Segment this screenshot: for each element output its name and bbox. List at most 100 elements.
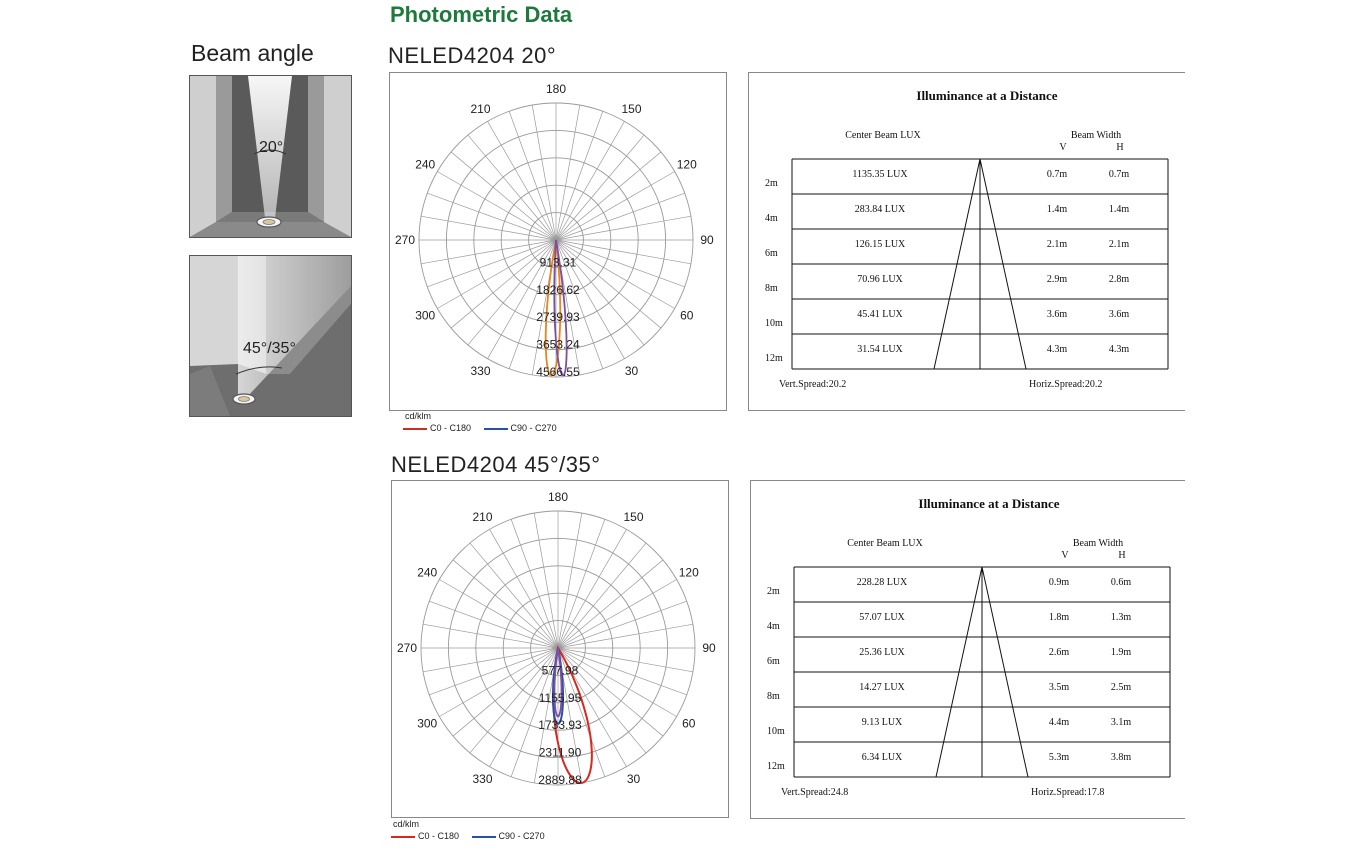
polar-angle-label: 150	[621, 102, 641, 116]
polar-ring-label: 1826.62	[536, 283, 580, 297]
polar-spoke	[555, 239, 691, 265]
polar-spoke	[555, 151, 662, 241]
polar-spoke	[467, 134, 557, 241]
polar-spoke	[557, 647, 664, 737]
table-cell-distance: 10m	[765, 318, 783, 329]
polar-chart-2: 180 150 120 90 60 30 330 300 270 240 210 577.98 1155…	[397, 490, 716, 787]
polar-spoke	[533, 513, 559, 649]
table-cell-h: 2.8m	[1109, 274, 1130, 285]
table-cell-v: 2.6m	[1049, 647, 1070, 658]
polar-angle-label: 180	[548, 490, 568, 504]
table-cell-v: 5.3m	[1049, 752, 1070, 763]
polar-spoke	[469, 647, 559, 754]
polar-spoke	[555, 239, 604, 369]
table-cell-lux: 14.27 LUX	[859, 682, 905, 693]
polar-spoke	[555, 134, 645, 241]
table-cell-lux: 25.36 LUX	[859, 647, 905, 658]
polar-curve-c90-c270	[551, 647, 565, 725]
polar-unit-label-2: cd/klm	[393, 819, 420, 829]
polar-spoke	[487, 239, 557, 359]
table-cell-h: 0.7m	[1109, 169, 1130, 180]
polar-spoke	[437, 171, 557, 241]
polar-angle-label: 210	[472, 510, 492, 524]
polar-spoke	[427, 239, 557, 288]
polar-spoke	[555, 192, 685, 241]
horiz-spread-label: Horiz.Spread:20.2	[1029, 379, 1102, 390]
polar-chart-1: 180 150 120 90 60 30 330 300 270 240 210 913.31 1826…	[390, 73, 714, 379]
polar-spoke	[450, 239, 557, 329]
polar-spoke	[555, 111, 604, 241]
table-cell-distance: 10m	[767, 726, 785, 737]
table-cell-v: 0.9m	[1049, 577, 1070, 588]
table-cell-distance: 6m	[767, 656, 780, 667]
polar-spoke	[421, 239, 557, 265]
table-cell-distance: 6m	[765, 248, 778, 259]
polar-spoke	[557, 579, 677, 649]
legend-label-c0: C0 - C180	[418, 831, 460, 841]
legend-2: C0 - C180 C90 - C270	[391, 831, 545, 841]
legend-label-c0: C0 - C180	[430, 423, 472, 433]
table-cell-v: 2.1m	[1047, 239, 1068, 250]
table-cell-v: 0.7m	[1047, 169, 1068, 180]
polar-spoke	[557, 647, 647, 754]
table-cell-lux: 1135.35 LUX	[852, 169, 908, 180]
polar-angle-label: 30	[625, 364, 639, 378]
polar-spoke	[557, 623, 693, 649]
table-cell-v: 3.6m	[1047, 309, 1068, 320]
polar-spoke	[557, 513, 583, 649]
polar-spoke	[508, 111, 557, 241]
legend-item-c90-c270: C90 - C270	[471, 831, 545, 841]
table-cell-lux: 45.41 LUX	[857, 309, 903, 320]
polar-spoke	[469, 542, 559, 649]
polar-spoke	[439, 647, 559, 717]
illuminance-table-2: Illuminance at a Distance Center Beam LUX…	[767, 496, 1171, 798]
cone-edge	[981, 566, 1029, 778]
illuminance-table-panel-1: Illuminance at a Distance Center Beam LUX…	[748, 72, 1185, 411]
table-cell-distance: 4m	[765, 213, 778, 224]
polar-spoke	[555, 171, 675, 241]
polar-spoke	[555, 121, 625, 241]
polar-spoke	[557, 559, 664, 649]
polar-spoke	[557, 647, 677, 717]
polar-spoke	[452, 559, 559, 649]
table-cell-lux: 228.28 LUX	[857, 577, 908, 588]
table-cell-h: 2.5m	[1111, 682, 1132, 693]
polar-spoke	[555, 239, 625, 359]
horiz-spread-label: Horiz.Spread:17.8	[1031, 787, 1104, 798]
legend-item-c90-c270: C90 - C270	[483, 423, 557, 433]
polar-angle-label: 330	[472, 772, 492, 786]
polar-angle-label: 180	[546, 82, 566, 96]
polar-spoke	[555, 105, 581, 241]
polar-spoke	[429, 647, 559, 696]
polar-ring-label: 2311.90	[539, 746, 582, 760]
polar-curve-accent	[553, 647, 563, 718]
polar-spoke	[452, 647, 559, 737]
table-title: Illuminance at a Distance	[918, 496, 1059, 511]
table-cell-v: 1.8m	[1049, 612, 1070, 623]
polar-angle-label: 90	[700, 233, 714, 247]
polar-angle-label: 150	[623, 510, 643, 524]
polar-curve-accent	[553, 239, 568, 377]
polar-spoke	[555, 215, 691, 241]
polar-spoke	[489, 647, 559, 767]
vert-spread-label: Vert.Spread:20.2	[779, 379, 846, 390]
polar-ring-label: 577.98	[542, 663, 579, 677]
polar-ring-label: 1733.93	[538, 718, 582, 732]
polar-ring-label: 2889.88	[538, 773, 582, 787]
polar-spoke	[423, 623, 559, 649]
polar-spoke	[555, 239, 685, 288]
polar-spoke	[555, 239, 662, 329]
polar-angle-label: 300	[415, 309, 435, 323]
legend-label-c90: C90 - C270	[510, 423, 557, 433]
beam-width-h-label: H	[1118, 550, 1125, 561]
table-title: Illuminance at a Distance	[916, 88, 1057, 103]
table-cell-distance: 2m	[767, 586, 780, 597]
polar-spoke	[510, 647, 559, 777]
table-cell-v: 3.5m	[1049, 682, 1070, 693]
polar-angle-label: 240	[417, 566, 437, 580]
polar-ring-label: 4566.55	[536, 365, 580, 379]
illuminance-table-1: Illuminance at a Distance Center Beam LUX…	[765, 88, 1169, 390]
cone-edge	[935, 566, 983, 778]
center-beam-label: Center Beam LUX	[847, 538, 923, 549]
cone-edge	[933, 158, 981, 370]
